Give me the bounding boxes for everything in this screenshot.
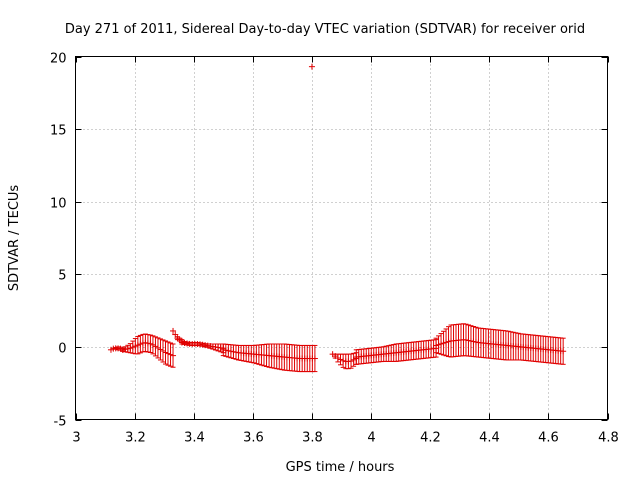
- y-tick-label: -5: [54, 415, 67, 430]
- data-points: [107, 63, 567, 365]
- data-point: [129, 344, 136, 351]
- data-point: [132, 343, 139, 350]
- tick-labels: 3 3.2 3.4 3.6 3.8 4 4.2 4.4 4.6 4.8 -5 0 5 10 15 20: [50, 52, 619, 446]
- x-tick-label: 3.8: [302, 431, 323, 446]
- y-tick-label: 20: [50, 52, 67, 67]
- x-tick-label: 4.2: [420, 431, 441, 446]
- data-point: [337, 356, 344, 363]
- x-tick-label: 4.4: [479, 431, 500, 446]
- data-point: [122, 346, 129, 353]
- x-tick-label: 3.4: [184, 431, 205, 446]
- data-point: [340, 357, 347, 364]
- x-tick-label: 4: [367, 431, 375, 446]
- data-point: [172, 331, 179, 338]
- x-axis-label: GPS time / hours: [286, 460, 395, 475]
- y-axis-label: SDTVAR / TECUs: [7, 185, 22, 292]
- x-tick-label: 3.2: [125, 431, 146, 446]
- axis-ticks: [75, 56, 609, 421]
- y-tick-label: 10: [50, 197, 67, 212]
- data-point: [350, 356, 357, 363]
- data-point: [170, 352, 177, 359]
- data-point: [308, 63, 315, 70]
- plot-frame: [75, 56, 608, 420]
- y-tick-label: 15: [50, 124, 67, 139]
- x-tick-label: 3: [72, 431, 80, 446]
- x-tick-label: 3.6: [243, 431, 264, 446]
- x-tick-label: 4.6: [538, 431, 559, 446]
- data-point: [142, 339, 149, 346]
- data-point: [170, 327, 177, 334]
- x-tick-label: 4.8: [598, 431, 619, 446]
- y-tick-label: 5: [58, 269, 66, 284]
- grid: [75, 56, 608, 420]
- data-point: [134, 342, 141, 349]
- chart-title: Day 271 of 2011, Sidereal Day-to-day VTE…: [65, 22, 585, 37]
- data-point: [119, 346, 126, 353]
- data-point: [165, 350, 172, 357]
- data-point: [560, 348, 567, 355]
- data-point: [311, 355, 318, 362]
- data-point: [127, 345, 134, 352]
- data-point: [334, 355, 341, 362]
- data-point: [124, 345, 131, 352]
- data-point: [167, 351, 174, 358]
- data-point: [162, 349, 169, 356]
- data-point: [147, 340, 154, 347]
- data-point: [144, 340, 151, 347]
- data-point: [137, 341, 144, 348]
- y-tick-label: 0: [58, 342, 66, 357]
- data-point: [348, 358, 355, 365]
